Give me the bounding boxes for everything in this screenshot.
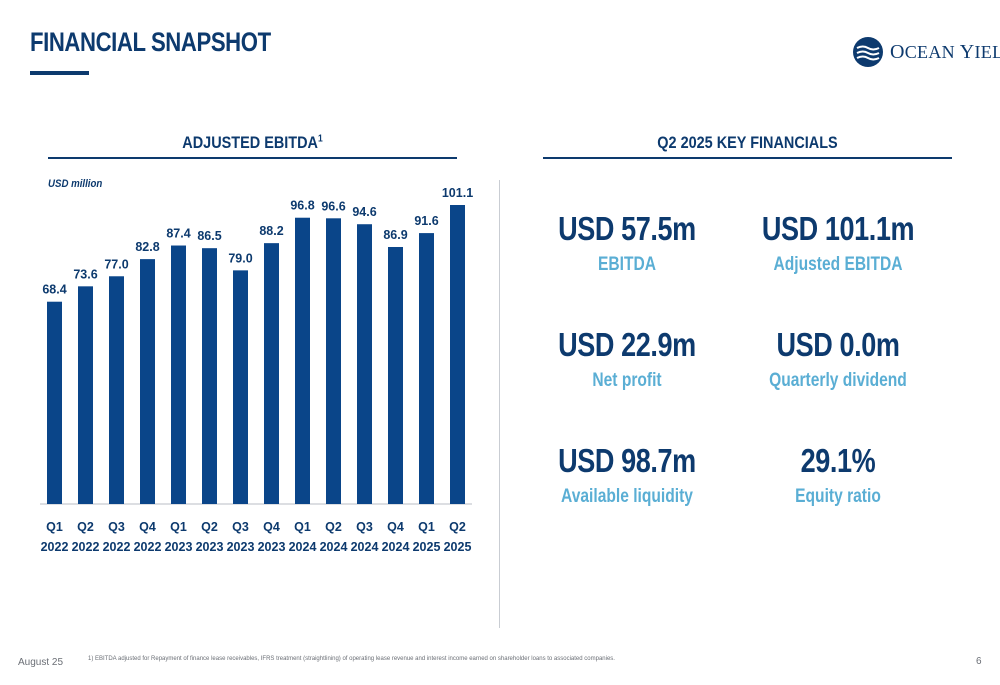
bar-value-label: 96.8 xyxy=(290,199,314,213)
x-tick-quarter: Q3 xyxy=(232,520,249,534)
footnote: 1) EBITDA adjusted for Repayment of fina… xyxy=(88,656,615,662)
x-tick-year: 2024 xyxy=(351,540,379,554)
bar-q4-2023 xyxy=(264,243,279,504)
key-financials-title: Q2 2025 KEY FINANCIALS xyxy=(657,133,838,152)
section-divider xyxy=(499,180,500,628)
x-tick-year: 2022 xyxy=(103,540,131,554)
bar-q2-2022 xyxy=(78,286,93,504)
bar-q2-2025 xyxy=(450,205,465,504)
bar-value-label: 68.4 xyxy=(42,283,66,297)
chart-section-title: ADJUSTED EBITDA1 xyxy=(182,133,323,152)
bar-q3-2024 xyxy=(357,224,372,504)
bar-value-label: 91.6 xyxy=(414,214,438,228)
bar-value-label: 77.0 xyxy=(104,257,128,271)
bar-q1-2022 xyxy=(47,301,62,504)
kpi-quarterly-dividend: USD 0.0m Quarterly dividend xyxy=(728,326,948,392)
x-tick-year: 2024 xyxy=(320,540,348,554)
x-tick-year: 2023 xyxy=(227,540,255,554)
bar-value-label: 73.6 xyxy=(73,267,97,281)
bar-q4-2024 xyxy=(388,246,403,505)
x-tick-quarter: Q2 xyxy=(201,520,218,534)
bar-q4-2022 xyxy=(140,259,155,504)
kpi-label: Adjusted EBITDA xyxy=(773,254,903,275)
bar-q1-2025 xyxy=(419,233,434,504)
bar-q2-2024 xyxy=(326,218,341,505)
x-tick-year: 2025 xyxy=(413,540,441,554)
ocean-yield-logo-icon xyxy=(853,37,883,67)
kpi-value: 29.1% xyxy=(800,442,876,479)
kpi-label: Quarterly dividend xyxy=(769,370,907,391)
key-financials-rule xyxy=(543,157,952,159)
x-tick-year: 2025 xyxy=(444,540,472,554)
x-tick-quarter: Q1 xyxy=(170,520,187,534)
kpi-label: EBITDA xyxy=(597,254,656,275)
bar-value-label: 101.1 xyxy=(442,186,473,200)
company-logo: OCEAN YIELD xyxy=(852,34,1000,70)
kpi-value: USD 101.1m xyxy=(761,210,915,247)
kpi-value: USD 22.9m xyxy=(558,326,696,363)
x-tick-quarter: Q4 xyxy=(139,520,156,534)
bar-value-label: 86.5 xyxy=(197,229,221,243)
x-tick-quarter: Q2 xyxy=(449,520,466,534)
bar-value-label: 96.6 xyxy=(321,199,345,213)
x-tick-quarter: Q3 xyxy=(108,520,125,534)
x-tick-quarter: Q4 xyxy=(387,520,404,534)
bar-value-label: 79.0 xyxy=(228,251,252,265)
x-tick-quarter: Q2 xyxy=(77,520,94,534)
footer-date: August 25 xyxy=(18,657,64,668)
chart-section-rule xyxy=(48,157,457,159)
bar-value-label: 88.2 xyxy=(259,224,283,238)
x-tick-quarter: Q3 xyxy=(356,520,373,534)
bar-value-label: 87.4 xyxy=(166,227,190,241)
kpi-net-profit: USD 22.9m Net profit xyxy=(517,326,737,392)
x-tick-quarter: Q2 xyxy=(325,520,342,534)
kpi-label: Net profit xyxy=(592,370,662,391)
x-tick-quarter: Q4 xyxy=(263,520,280,534)
kpi-available-liquidity: USD 98.7m Available liquidity xyxy=(517,442,737,508)
x-tick-year: 2023 xyxy=(258,540,286,554)
chart-unit-label: USD million xyxy=(48,178,103,190)
bar-q1-2024 xyxy=(295,217,310,505)
bar-value-label: 86.9 xyxy=(383,228,407,242)
kpi-label: Available liquidity xyxy=(561,486,693,507)
x-tick-year: 2024 xyxy=(289,540,317,554)
kpi-value: USD 98.7m xyxy=(558,442,696,479)
x-tick-quarter: Q1 xyxy=(418,520,435,534)
kpi-value: USD 0.0m xyxy=(776,326,900,363)
x-tick-year: 2022 xyxy=(134,540,162,554)
kpi-label: Equity ratio xyxy=(795,486,881,507)
x-tick-year: 2022 xyxy=(41,540,69,554)
bar-q3-2023 xyxy=(233,270,248,504)
x-tick-quarter: Q1 xyxy=(46,520,63,534)
bar-q1-2023 xyxy=(171,245,186,504)
bar-q2-2023 xyxy=(202,248,217,504)
logo-wordmark: OCEAN YIELD xyxy=(890,40,1000,63)
bar-q3-2022 xyxy=(109,276,124,504)
kpi-ebitda: USD 57.5m EBITDA xyxy=(517,210,737,276)
title-underline xyxy=(30,71,89,75)
kpi-adjusted-ebitda: USD 101.1m Adjusted EBITDA xyxy=(728,210,948,276)
bar-value-label: 94.6 xyxy=(352,205,376,219)
bar-value-label: 82.8 xyxy=(135,240,159,254)
x-tick-year: 2024 xyxy=(382,540,410,554)
page-number: 6 xyxy=(976,656,982,667)
x-tick-year: 2023 xyxy=(196,540,224,554)
x-tick-year: 2022 xyxy=(72,540,100,554)
kpi-value: USD 57.5m xyxy=(558,210,696,247)
kpi-equity-ratio: 29.1% Equity ratio xyxy=(728,442,948,508)
page-title: FINANCIAL SNAPSHOT xyxy=(30,27,271,57)
x-tick-quarter: Q1 xyxy=(294,520,311,534)
x-tick-year: 2023 xyxy=(165,540,193,554)
adjusted-ebitda-bar-chart: 68.4 Q1 2022 73.6 Q2 2022 77.0 Q3 2022 82.8 Q4 2022… xyxy=(40,186,473,554)
